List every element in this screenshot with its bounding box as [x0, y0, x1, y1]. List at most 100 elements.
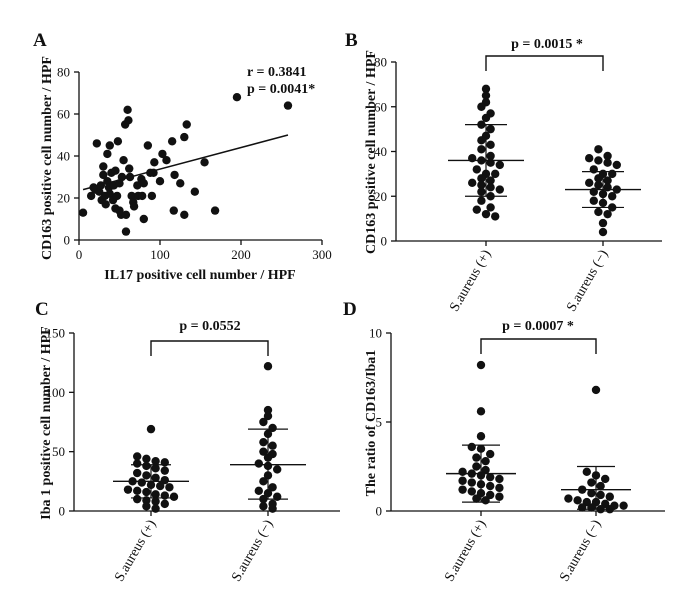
panel-a-data-point [124, 116, 133, 125]
panel-c-y-tick-label: 0 [59, 504, 66, 519]
panel-d-data-point [495, 483, 504, 493]
panel-d-data-point [486, 481, 495, 491]
panel-b-data-point [477, 187, 486, 196]
panel-a-data-point [127, 191, 136, 201]
panel-c-data-point [160, 466, 169, 475]
panel-a-x-tick-label: 300 [312, 247, 332, 262]
panel-d-data-point [486, 449, 495, 459]
panel-c-data-point [151, 473, 160, 482]
panel-a-y-tick-label: 60 [57, 107, 70, 122]
panel-a-data-point [103, 177, 112, 186]
panel-d-data-point [467, 478, 476, 487]
panel-a-data-point [143, 141, 153, 150]
panel-d-significance-bracket [480, 338, 597, 354]
panel-a-data-point [180, 210, 189, 219]
panel-c-data-point [259, 502, 268, 511]
panel-b-data-point [585, 178, 594, 188]
panel-c-data-point [142, 461, 151, 471]
panel-a-data-point [96, 181, 106, 190]
panel-b-data-point [486, 124, 495, 134]
panel-a-y-tick-label: 0 [64, 233, 71, 248]
panel-a-data-point [200, 158, 209, 167]
panel-b-data-point [603, 158, 612, 167]
panel-c-data-point [133, 459, 142, 468]
panel-a-y-tick-label: 40 [57, 149, 70, 164]
panel-a-correlation-p: p = 0.0041* [247, 82, 315, 97]
panel-a-data-point [121, 210, 131, 219]
panel-a-x-tick-label: 100 [150, 247, 170, 262]
panel-d-data-point [573, 496, 582, 505]
panel-a-data-point [180, 132, 189, 142]
panel-b-data-point [477, 102, 486, 111]
panel-b-data-point [495, 185, 504, 194]
panel-a-data-point [133, 181, 142, 190]
panel-c-label: C [35, 299, 49, 320]
panel-b-data-point [495, 160, 504, 170]
panel-b-y-axis-label: CD163 positive cell number / HPF [364, 50, 379, 254]
panel-b-data-point [491, 212, 500, 221]
panel-c-data-point [137, 478, 146, 487]
panel-c-data-point [151, 497, 160, 506]
panel-a-data-point [155, 177, 165, 186]
panel-c: C Iba 1 positive cell number / HPF p = 0… [35, 299, 340, 584]
panel-a-data-point [123, 105, 132, 115]
panel-a-data-point [112, 191, 122, 201]
panel-b-data-point [594, 156, 603, 165]
panel-a-data-point [115, 179, 124, 188]
panel-d-data-point [476, 407, 486, 416]
panel-a-data-point [147, 191, 157, 201]
panel-c-data-point [160, 499, 169, 509]
panel-c-data-point [165, 483, 174, 492]
panel-b-data-point [481, 84, 491, 94]
panel-c-data-point [142, 471, 151, 480]
panel-a-data-point [158, 149, 167, 159]
panel-c-data-point [268, 423, 277, 433]
panel-d-data-point [481, 456, 490, 466]
panel-c-data-point [156, 481, 165, 491]
panel-a-x-axis-label: IL17 positive cell number / HPF [104, 268, 295, 283]
panel-b-y-tick-label: 0 [381, 234, 388, 249]
panel-b-data-point [486, 140, 495, 149]
panel-a-y-axis-label: CD163 positive cell number / HPF [40, 56, 55, 260]
panel-b-data-point [481, 209, 491, 219]
panel-c-data-point [151, 464, 160, 473]
panel-b-label: B [345, 30, 358, 51]
panel-b-data-point [486, 203, 495, 212]
panel-d-data-point [467, 487, 476, 496]
panel-c-data-point [254, 486, 263, 496]
panel-c-data-point [263, 362, 273, 371]
panel-a-data-point [176, 179, 185, 188]
panel-a-data-point [139, 214, 148, 224]
panel-c-data-point [259, 477, 268, 486]
panel-c-data-point [263, 405, 273, 415]
panel-d-y-tick-label: 5 [376, 415, 383, 430]
panel-d-y-tick-label: 10 [369, 326, 382, 341]
panel-b-data-point [603, 209, 612, 219]
panel-a-data-point [125, 172, 135, 182]
panel-a-data-point [92, 139, 102, 148]
panel-a-y-tick-label: 20 [57, 191, 70, 206]
panel-c-data-point [151, 504, 160, 513]
panel-b-data-point [486, 151, 495, 161]
panel-c-data-point [123, 485, 133, 494]
panel-a-data-point [99, 162, 108, 171]
panel-a-data-point [149, 168, 158, 177]
panel-a-data-point [105, 141, 114, 150]
panel-b-data-point [481, 91, 491, 100]
panel-c-significance-bracket [150, 340, 269, 356]
panel-b-data-point [477, 196, 486, 205]
panel-a-data-point [150, 158, 159, 167]
panel-b-significance-bracket [485, 55, 604, 71]
panel-c-y-tick-label: 100 [46, 385, 66, 400]
panel-a-data-point [119, 156, 128, 165]
panel-a-data-point [105, 189, 114, 198]
panel-c-data-point [151, 490, 160, 499]
panel-d-data-point [458, 476, 467, 485]
panel-a-data-point [86, 191, 96, 201]
panel-b-data-point [468, 178, 477, 188]
panel-a-data-point [117, 172, 127, 182]
panel-a-data-point [103, 149, 112, 159]
panel-b-data-point [589, 196, 598, 205]
panel-c-data-point [268, 504, 277, 513]
panel-b-data-point [612, 160, 621, 170]
